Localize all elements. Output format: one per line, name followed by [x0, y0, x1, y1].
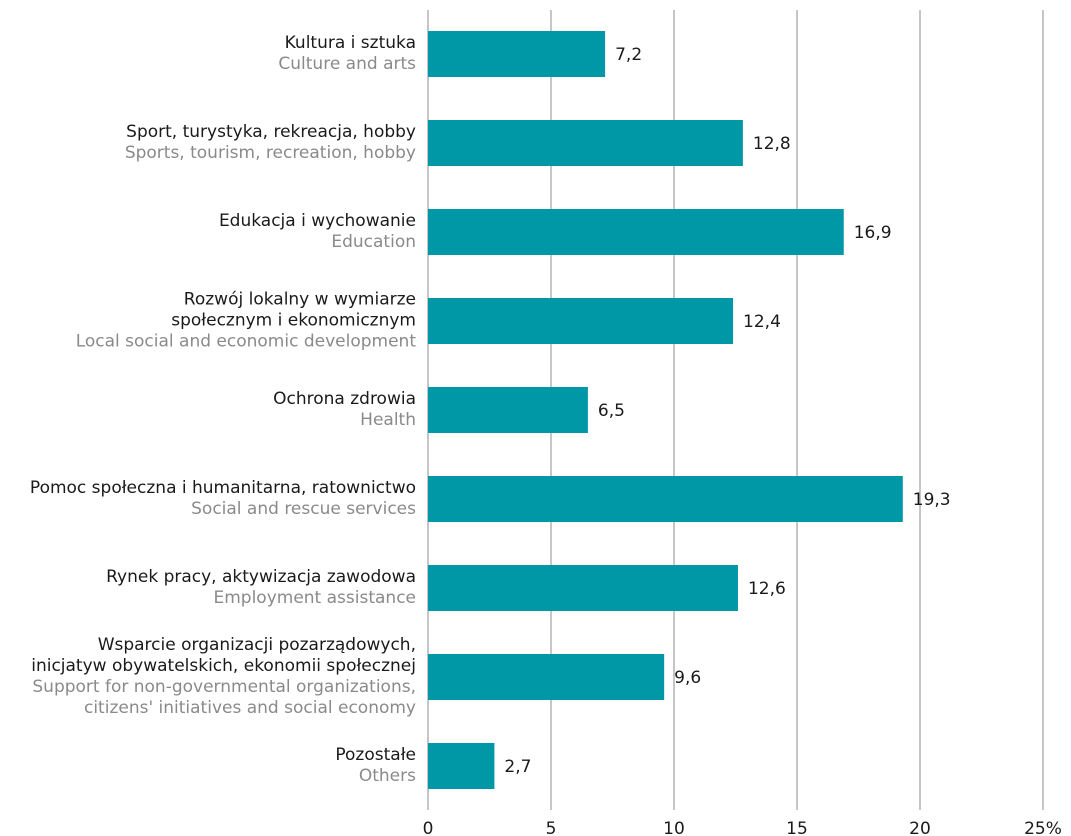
category-label-en-7-0: Support for non-governmental organizatio…: [32, 677, 416, 697]
x-tick-label-5: 5: [546, 819, 557, 836]
category-label-en-4-0: Health: [360, 410, 416, 430]
x-tick-label-0: 0: [423, 819, 434, 836]
category-label-pl-6-0: Rynek pracy, aktywizacja zawodowa: [106, 567, 416, 587]
value-label-1: 12,8: [753, 134, 791, 154]
category-label-pl-8-0: Pozostałe: [335, 745, 416, 765]
value-label-3: 12,4: [743, 312, 781, 332]
bar-8: [428, 743, 495, 789]
category-label-en-0-0: Culture and arts: [278, 54, 416, 74]
x-tick-label-10: 10: [663, 819, 685, 836]
x-tick-label-25: 25%: [1024, 819, 1062, 836]
category-label-en-1-0: Sports, tourism, recreation, hobby: [125, 143, 416, 163]
category-label-en-8-0: Others: [359, 766, 416, 786]
bar-2: [428, 209, 844, 255]
category-label-pl-1-0: Sport, turystyka, rekreacja, hobby: [126, 122, 416, 142]
category-label-pl-5-0: Pomoc społeczna i humanitarna, ratownict…: [30, 478, 416, 498]
value-label-4: 6,5: [598, 401, 625, 421]
value-labels: 7,2 12,8 16,9 12,4 6,5 19,3 12,6 9,6 2,7: [504, 45, 950, 777]
value-label-7: 9,6: [674, 668, 701, 688]
category-label-pl-3-0: Rozwój lokalny w wymiarze: [184, 290, 416, 310]
category-label-en-2-0: Education: [331, 232, 416, 252]
value-label-6: 12,6: [748, 579, 786, 599]
category-label-en-3-0: Local social and economic development: [76, 332, 417, 352]
bars: [428, 31, 903, 789]
value-label-0: 7,2: [615, 45, 642, 65]
x-axis-ticks: 0 5 10 15 20 25%: [423, 819, 1062, 836]
bar-5: [428, 476, 903, 522]
category-label-pl-0-0: Kultura i sztuka: [285, 33, 416, 53]
category-label-en-7-1: citizens' initiatives and social economy: [84, 698, 416, 718]
bar-0: [428, 31, 606, 77]
value-label-5: 19,3: [913, 490, 951, 510]
category-label-en-6-0: Employment assistance: [213, 588, 416, 608]
bar-3: [428, 298, 734, 344]
category-label-pl-3-1: społecznym i ekonomicznym: [171, 311, 416, 331]
value-label-8: 2,7: [504, 757, 531, 777]
bar-7: [428, 654, 665, 700]
value-label-2: 16,9: [854, 223, 892, 243]
category-label-pl-7-1: inicjatyw obywatelskich, ekonomii społec…: [31, 656, 416, 676]
bar-1: [428, 120, 743, 166]
category-label-pl-4-0: Ochrona zdrowia: [273, 389, 416, 409]
x-tick-label-20: 20: [909, 819, 931, 836]
bar-6: [428, 565, 738, 611]
category-label-en-5-0: Social and rescue services: [191, 499, 416, 519]
x-tick-label-15: 15: [786, 819, 808, 836]
bar-4: [428, 387, 588, 433]
category-label-pl-7-0: Wsparcie organizacji pozarządowych,: [98, 635, 416, 655]
category-label-pl-2-0: Edukacja i wychowanie: [219, 211, 416, 231]
